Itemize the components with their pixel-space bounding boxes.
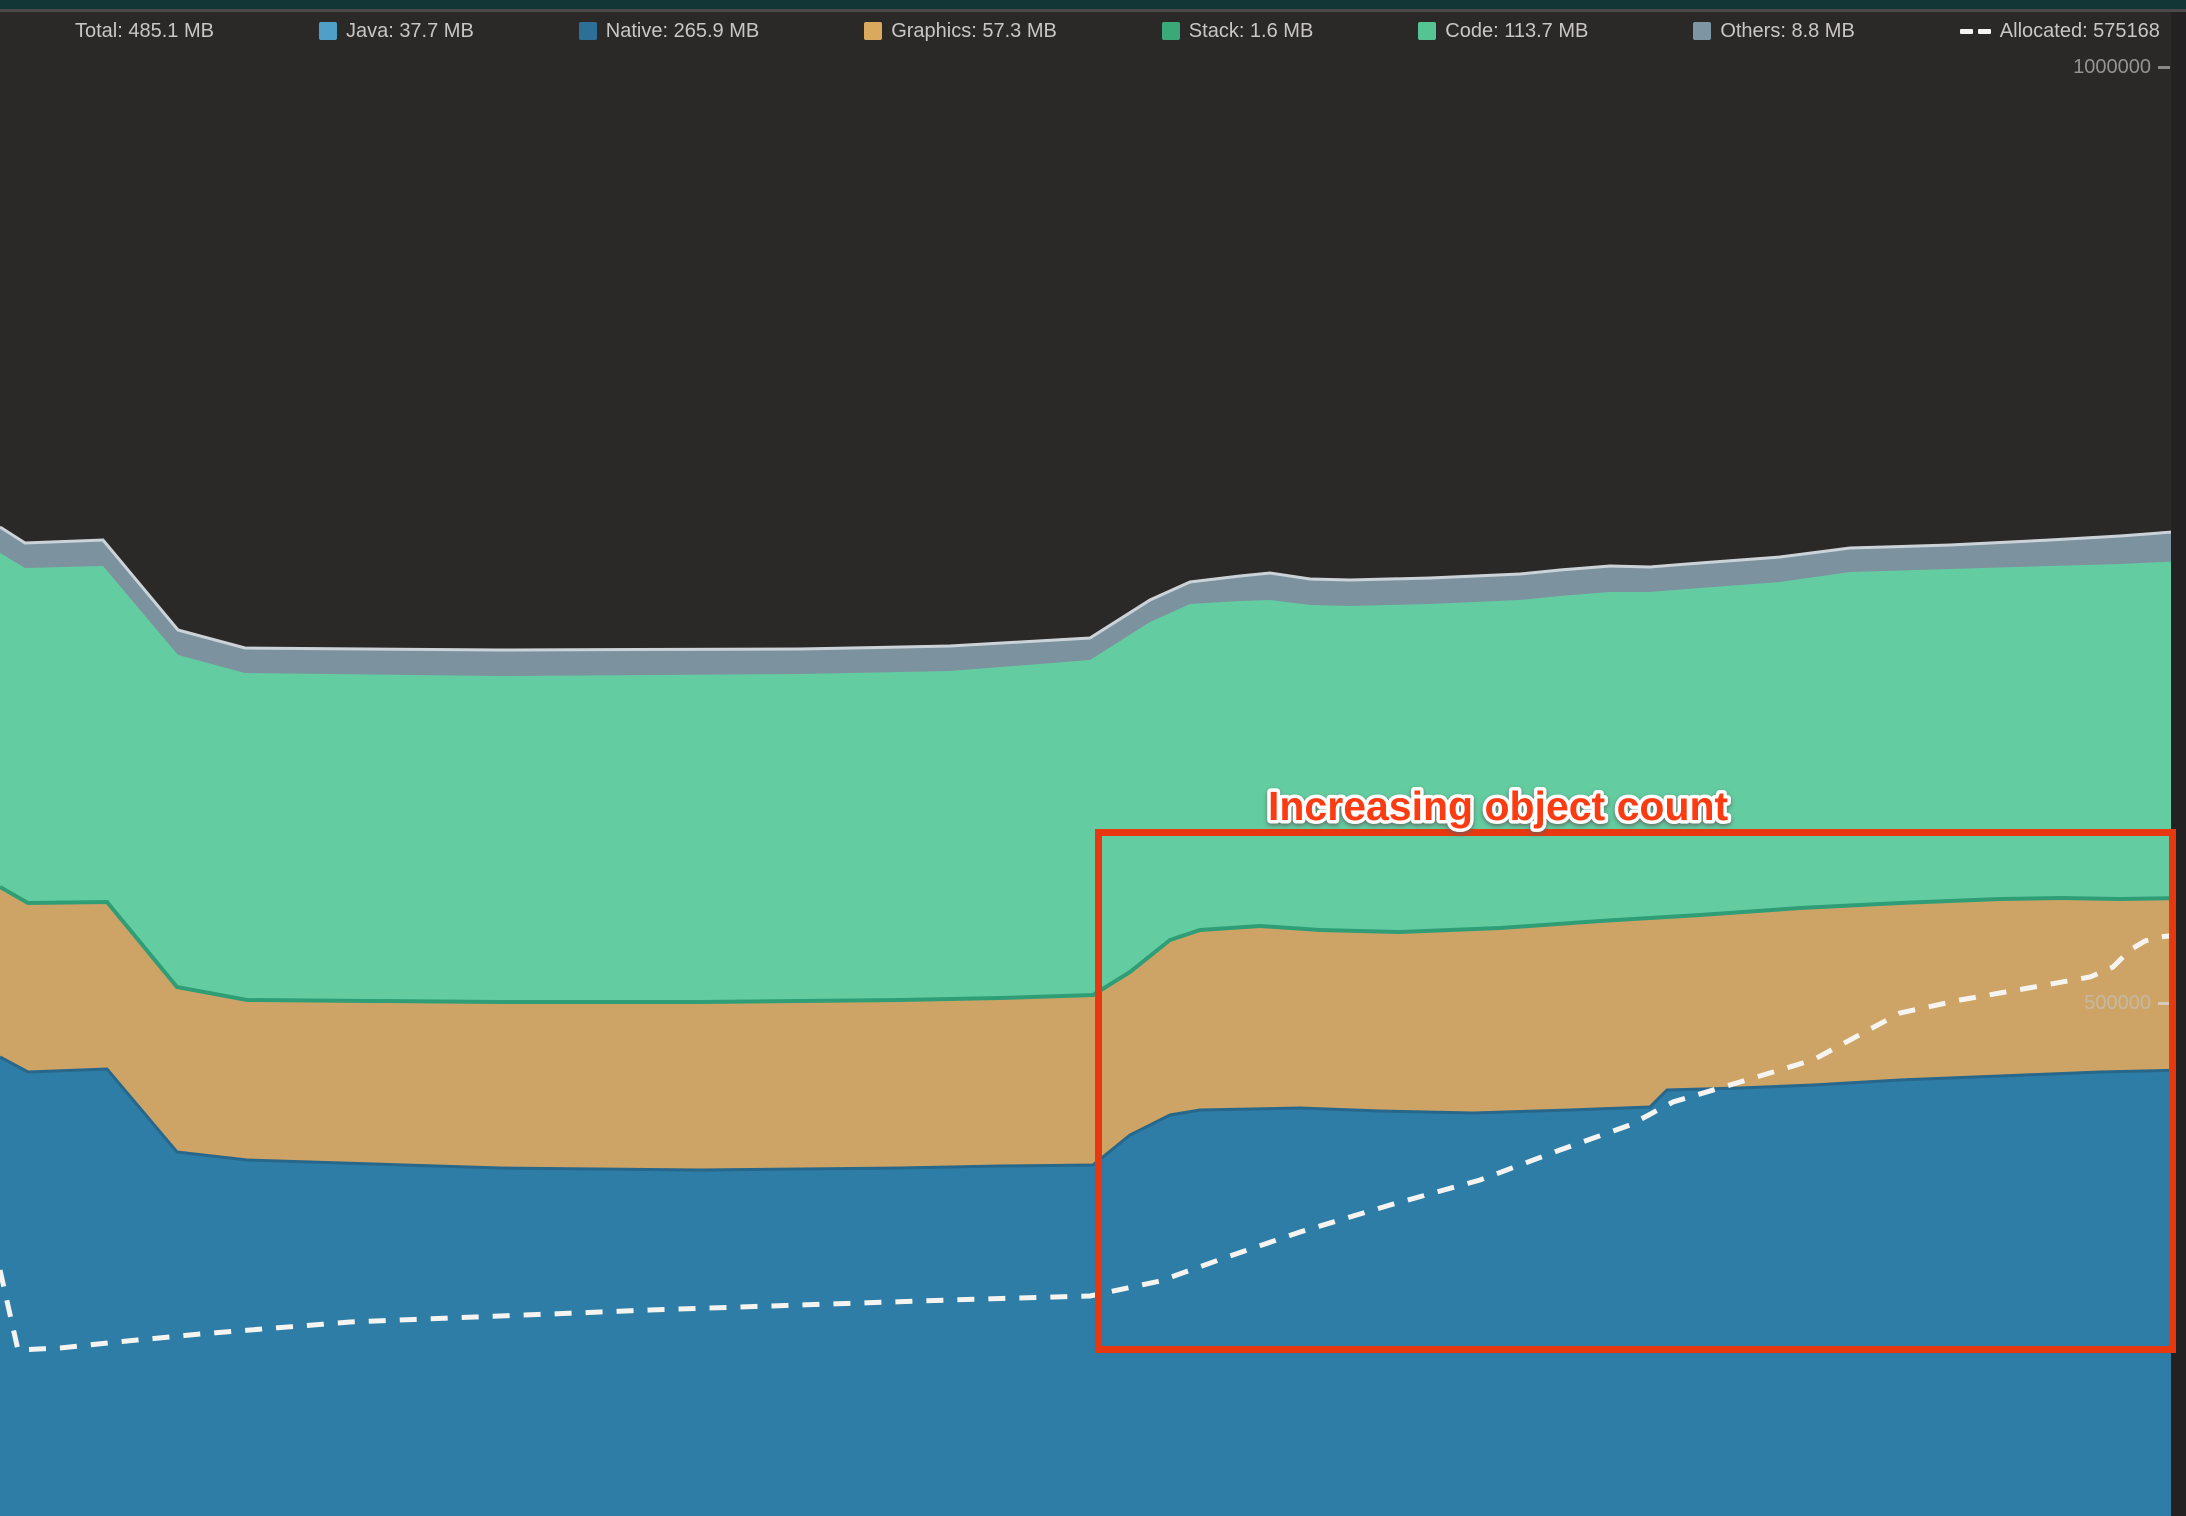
legend-item-graphics: Graphics: 57.3 MB [864, 20, 1057, 43]
legend-others-label: Others: 8.8 MB [1720, 19, 1855, 42]
axis-tick-label: 1000000 [2073, 56, 2151, 78]
java-swatch-icon [318, 22, 337, 40]
graphics-top-edge [0, 885, 2186, 1004]
annotation-title-text: Increasing object count [1268, 783, 1729, 829]
allocated-count-dashed-line [0, 931, 2186, 1353]
axis-tick-label: 500000 [2084, 992, 2151, 1014]
others-top-edge [0, 525, 2186, 652]
annotation-title: Increasing object count [1265, 780, 1733, 833]
graphics-swatch-icon [864, 22, 883, 40]
legend-graphics-label: Graphics: 57.3 MB [891, 19, 1057, 42]
allocated-dashed-line-icon [1959, 28, 1991, 34]
legend-native-label: Native: 265.9 MB [605, 19, 760, 42]
legend-item-allocated: Allocated: 575168 [1959, 19, 2160, 43]
legend-allocated-label: Allocated: 575168 [1999, 19, 2160, 42]
top-divider [0, 9, 2186, 12]
legend-item-total: Total: 485.1 MB [75, 20, 214, 43]
annotation-box [1095, 829, 2176, 1353]
legend-item-others: Others: 8.8 MB [1693, 20, 1855, 43]
code-swatch-icon [1418, 22, 1437, 40]
native-swatch-icon [578, 22, 597, 40]
legend-code-label: Code: 113.7 MB [1445, 19, 1589, 42]
legend-item-code: Code: 113.7 MB [1418, 20, 1588, 43]
right-axis-tick-1000000: 1000000 [2073, 56, 2170, 79]
top-teal-bar [0, 0, 2186, 9]
legend-item-native: Native: 265.9 MB [578, 19, 760, 43]
axis-tick-mark [2158, 66, 2170, 69]
native-area [0, 1057, 2186, 1516]
legend-item-stack: Stack: 1.6 MB [1161, 19, 1314, 43]
legend-item-java: Java: 37.7 MB [318, 19, 474, 43]
others-swatch-icon [1693, 22, 1712, 40]
legend-total-label: Total: 485.1 MB [75, 19, 214, 42]
legend-java-label: Java: 37.7 MB [345, 19, 474, 42]
stack-swatch-icon [1161, 22, 1180, 40]
legend-stack-label: Stack: 1.6 MB [1188, 19, 1314, 42]
memory-legend: Total: 485.1 MB Java: 37.7 MB Native: 26… [0, 12, 2186, 50]
right-axis-tick-500000: 500000 [2084, 992, 2170, 1015]
native-top-edge [0, 1055, 2186, 1172]
axis-tick-mark [2158, 1002, 2170, 1005]
